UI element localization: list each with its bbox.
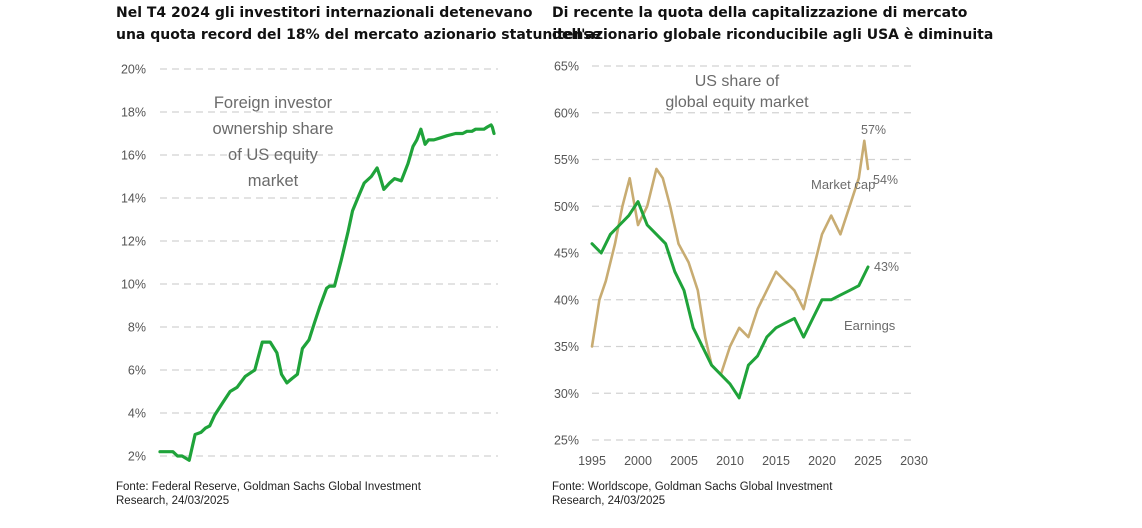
market-cap-series-label: Market cap [811, 177, 875, 192]
right-title-line-1: Di recente la quota della capitalizzazio… [552, 5, 968, 21]
market-cap-series-line [590, 139, 870, 376]
market-cap-end-label: 54% [873, 173, 898, 187]
left-y-tick-label: 18% [121, 106, 146, 120]
right-series-group [590, 139, 870, 400]
right-y-tick-label: 30% [554, 387, 579, 401]
left-series-group [158, 123, 496, 462]
earnings-series-line [590, 200, 870, 400]
right-y-tick-label: 50% [554, 200, 579, 214]
right-series-labels: Market cap 57% 54% Earnings 43% [811, 123, 899, 333]
left-y-tick-label: 6% [128, 364, 146, 378]
left-y-tick-label: 16% [121, 149, 146, 163]
left-series-line [158, 123, 496, 462]
left-y-tick-label: 20% [121, 63, 146, 77]
right-source-line-1: Fonte: Worldscope, Goldman Sachs Global … [552, 481, 833, 493]
right-y-tick-label: 25% [554, 434, 579, 448]
left-annotation-line-3: of US equity [228, 146, 319, 164]
right-annotation-line-2: global equity market [665, 94, 809, 111]
right-y-tick-label: 65% [554, 60, 579, 74]
right-source-note: Fonte: Worldscope, Goldman Sachs Global … [552, 480, 832, 508]
right-y-axis-ticks: 25% 30% 35% 40% 45% 50% 55% 60% 65% [554, 60, 579, 448]
right-annotation: US share of global equity market [665, 73, 809, 111]
right-x-tick-label: 2010 [716, 454, 744, 468]
right-title-line-2: dell'azionario globale riconducibile agl… [552, 27, 994, 43]
left-source-line-2: Research, 24/03/2025 [116, 495, 230, 507]
left-y-tick-label: 12% [121, 235, 146, 249]
right-source-line-2: Research, 24/03/2025 [552, 495, 666, 507]
right-chart-panel: Di recente la quota della capitalizzazio… [548, 0, 1142, 528]
left-title-line-1: Nel T4 2024 gli investitori internaziona… [116, 5, 533, 21]
right-x-tick-label: 2005 [670, 454, 698, 468]
left-y-tick-label: 4% [128, 407, 146, 421]
right-y-tick-label: 60% [554, 106, 579, 120]
right-x-tick-label: 2015 [762, 454, 790, 468]
right-x-tick-label: 1995 [578, 454, 606, 468]
right-x-axis-ticks: 1995 2000 2005 2010 2015 2020 2025 2030 [578, 454, 928, 468]
right-y-tick-label: 40% [554, 293, 579, 307]
right-x-tick-label: 2030 [900, 454, 928, 468]
right-line-chart: 25% 30% 35% 40% 45% 50% 55% 60% 65% 1995 2000 2005… [554, 60, 928, 469]
right-y-tick-label: 55% [554, 153, 579, 167]
left-y-tick-label: 2% [128, 450, 146, 464]
left-source-line-1: Fonte: Federal Reserve, Goldman Sachs Gl… [116, 481, 421, 493]
left-y-tick-label: 14% [121, 192, 146, 206]
right-y-tick-label: 35% [554, 340, 579, 354]
left-title-line-2: una quota record del 18% del mercato azi… [116, 27, 602, 43]
left-chart-title: Nel T4 2024 gli investitori internaziona… [116, 2, 602, 46]
left-annotation-line-2: ownership share [212, 120, 333, 138]
left-source-note: Fonte: Federal Reserve, Goldman Sachs Gl… [116, 480, 421, 508]
right-x-tick-label: 2025 [854, 454, 882, 468]
earnings-end-label: 43% [874, 260, 899, 274]
right-x-tick-label: 2000 [624, 454, 652, 468]
left-y-tick-label: 10% [121, 278, 146, 292]
earnings-series-label: Earnings [844, 318, 896, 333]
left-y-tick-label: 8% [128, 321, 146, 335]
left-y-axis-ticks: 2% 4% 6% 8% 10% 12% 14% 16% 18% 20% [121, 63, 146, 464]
right-y-tick-label: 45% [554, 247, 579, 261]
left-chart-panel: Nel T4 2024 gli investitori internaziona… [0, 0, 602, 528]
left-annotation: Foreign investor ownership share of US e… [212, 94, 333, 190]
left-gridlines [160, 68, 498, 457]
left-annotation-line-1: Foreign investor [214, 94, 333, 112]
right-chart-title: Di recente la quota della capitalizzazio… [552, 2, 1112, 46]
left-line-chart: 2% 4% 6% 8% 10% 12% 14% 16% 18% 20% Foreign inves… [121, 63, 498, 464]
left-annotation-line-4: market [248, 172, 299, 190]
right-x-tick-label: 2020 [808, 454, 836, 468]
right-annotation-line-1: US share of [695, 73, 780, 90]
market-cap-peak-label: 57% [861, 123, 886, 137]
